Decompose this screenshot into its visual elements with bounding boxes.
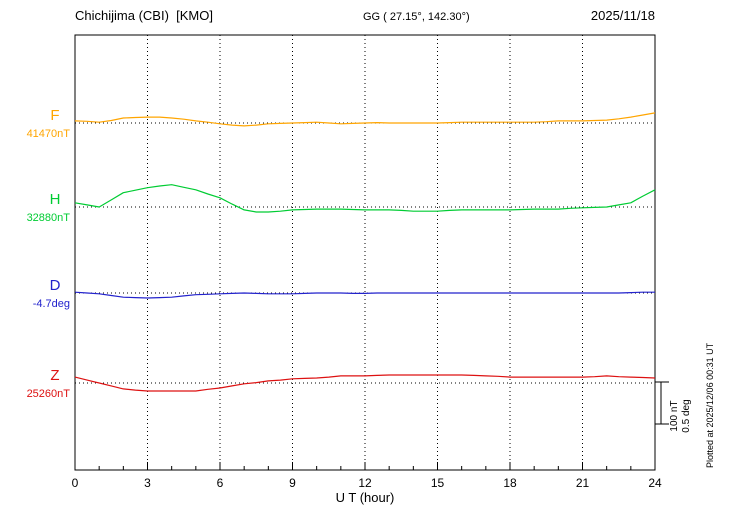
x-tick-label: 15 (431, 476, 445, 490)
series-letter-F: F (50, 107, 59, 124)
series-letter-Z: Z (50, 367, 59, 384)
series-letter-D: D (50, 277, 61, 294)
series-baseline-value-H: 32880nT (27, 212, 71, 224)
x-axis-title: U T (hour) (335, 490, 395, 505)
series-baseline-value-F: 41470nT (27, 128, 71, 140)
series-letter-H: H (50, 191, 61, 208)
x-tick-label: 0 (72, 476, 79, 490)
scale-label-deg: 0.5 deg (681, 399, 692, 432)
plot-border (74, 34, 656, 471)
trace-F (74, 112, 656, 127)
series-baseline-value-Z: 25260nT (27, 388, 71, 400)
x-tick-label: 18 (503, 476, 517, 490)
station-title: Chichijima (CBI) [KMO] (75, 8, 213, 23)
x-tick-label: 6 (217, 476, 224, 490)
trace-H (74, 184, 656, 213)
trace-Z (74, 374, 656, 392)
x-tick-label: 21 (576, 476, 590, 490)
x-tick-label: 12 (358, 476, 372, 490)
trace-D (74, 291, 655, 299)
x-tick-label: 3 (144, 476, 151, 490)
x-tick-label: 9 (289, 476, 296, 490)
plotted-at-note: Plotted at 2025/12/06 00:31 UT (705, 342, 715, 468)
plot-date: 2025/11/18 (590, 8, 655, 23)
chart-generated-content: 0 3 6 9 12 15 18 21 24 F 41470nT H 32880nT D -4.7deg Z 2… (27, 34, 669, 490)
series-baseline-value-D: -4.7deg (33, 298, 70, 310)
x-tick-label: 24 (648, 476, 662, 490)
geographic-coordinates: GG ( 27.15°, 142.30°) (363, 11, 470, 23)
scale-label-nt: 100 nT (669, 400, 680, 431)
